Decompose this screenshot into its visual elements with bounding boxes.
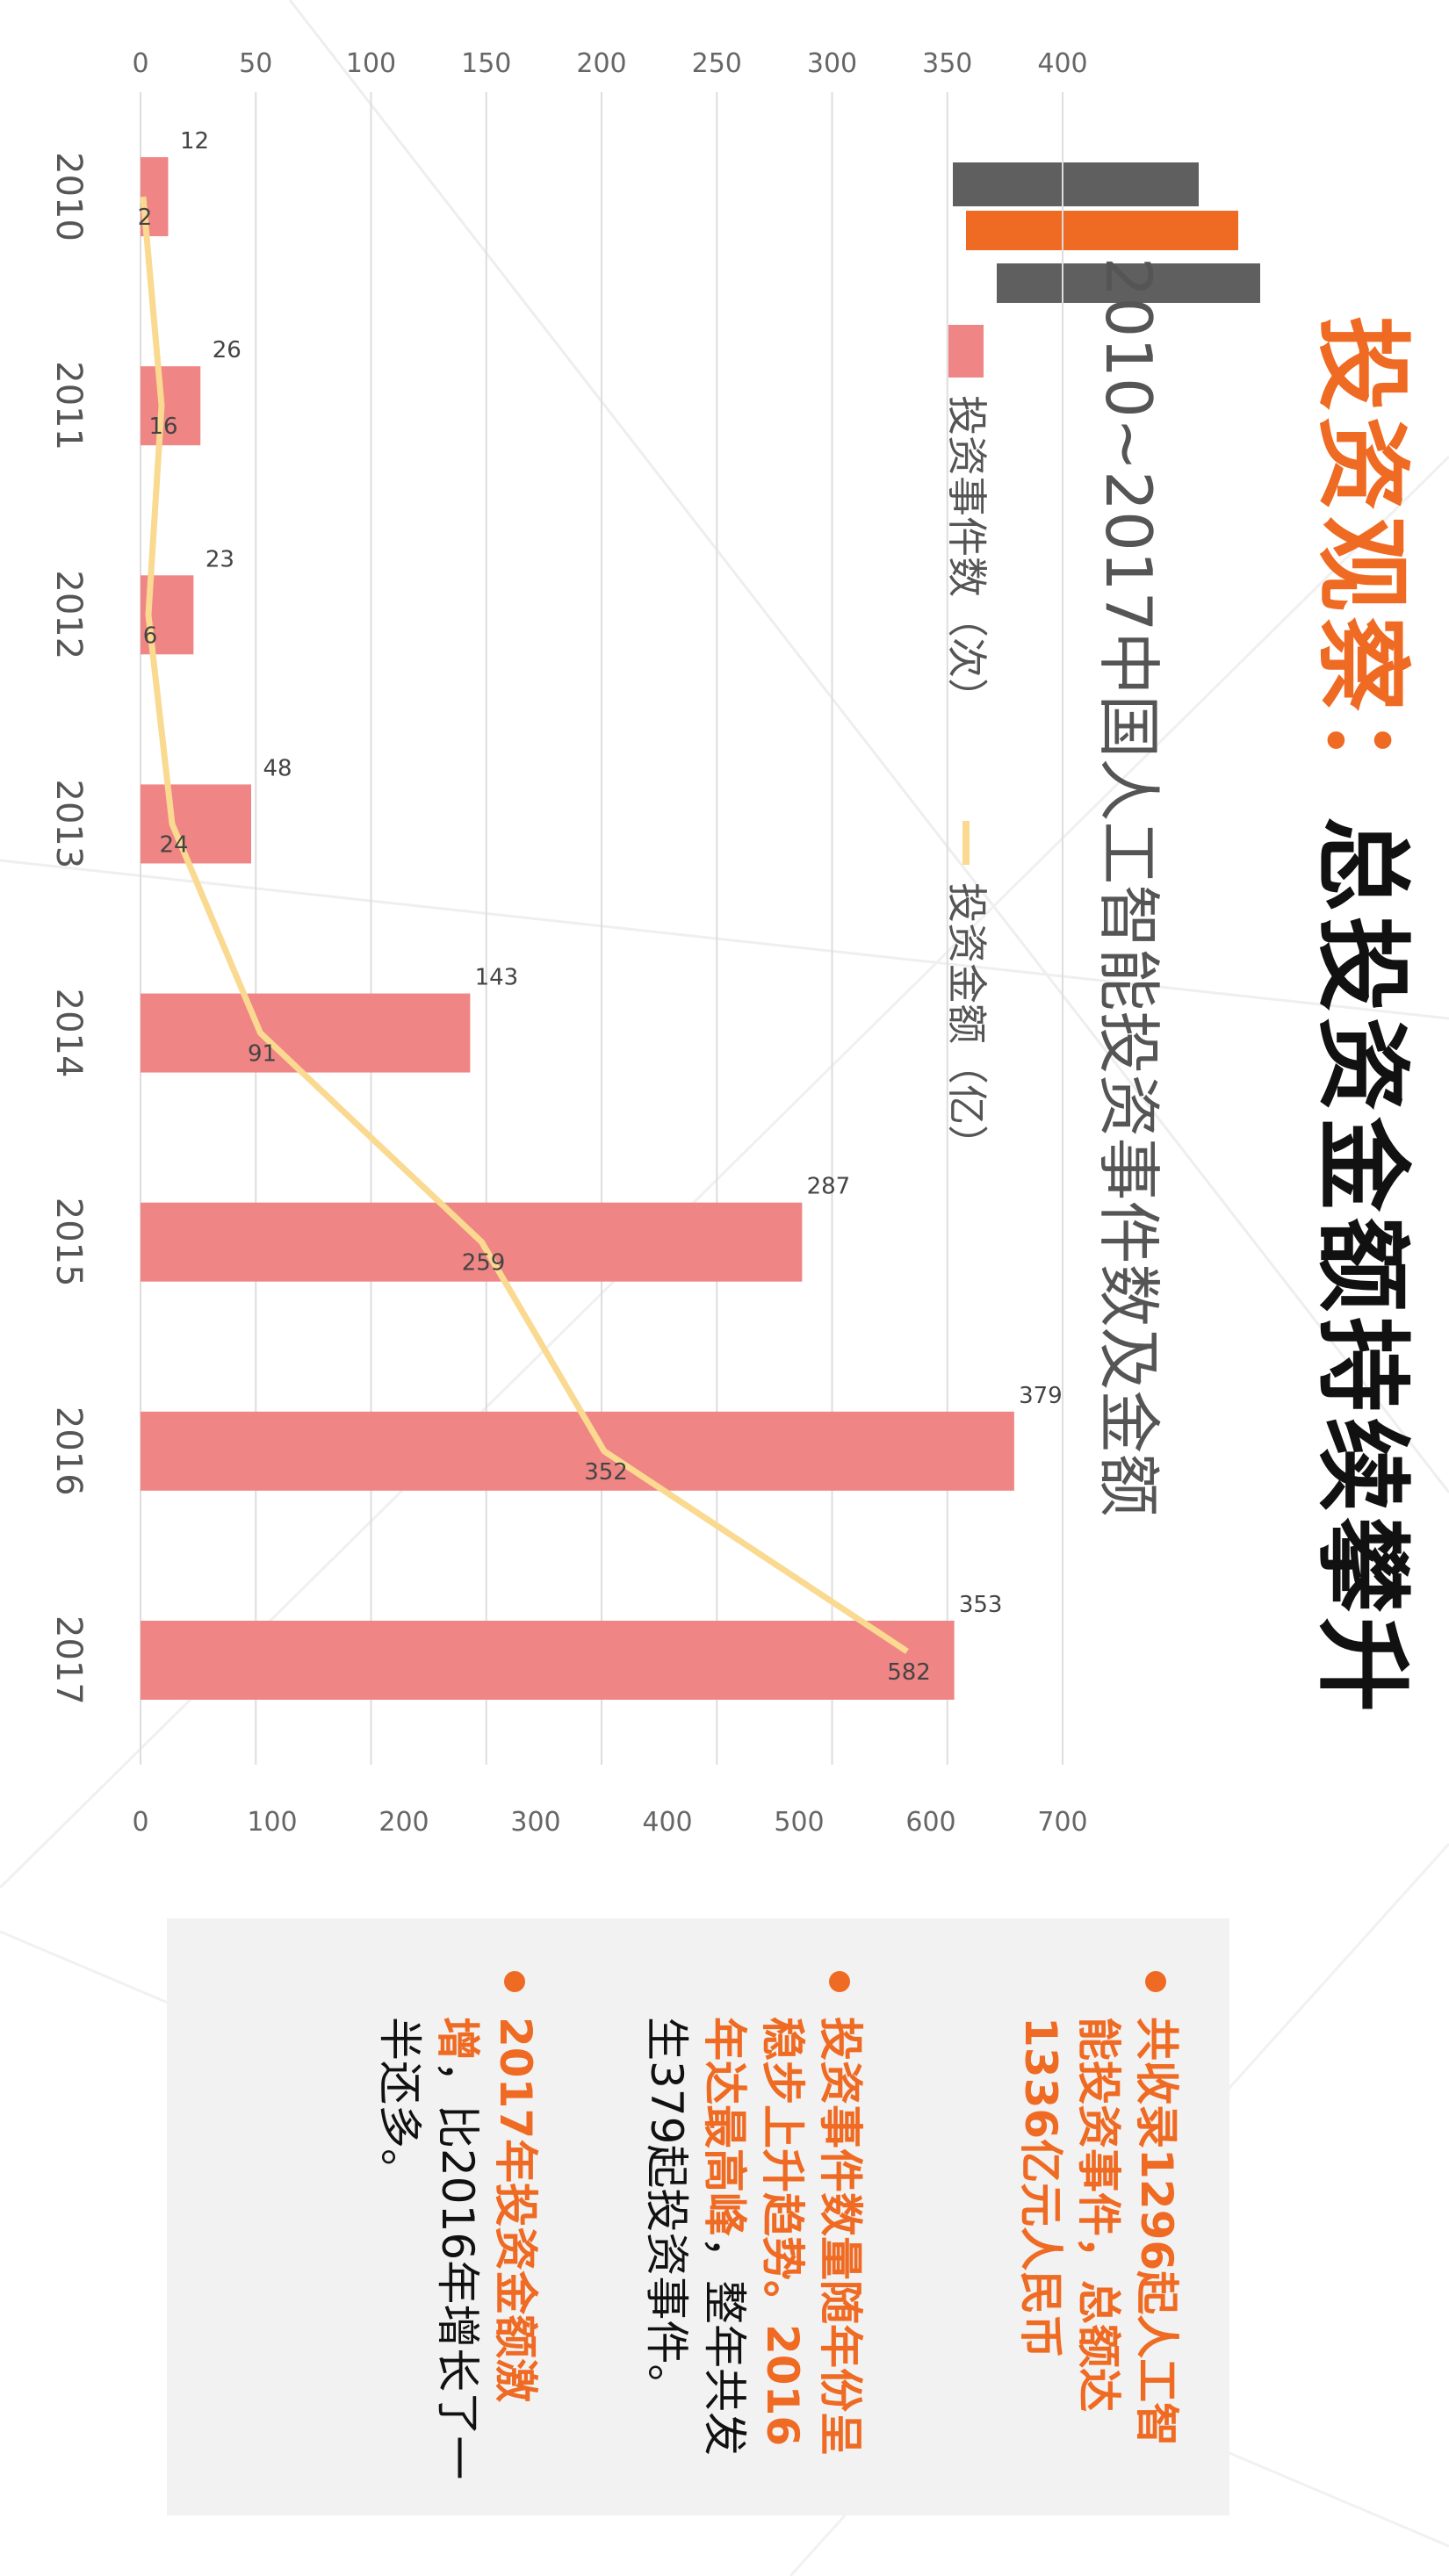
bullet-icon: [504, 1971, 525, 1992]
x-tick-label: 2017: [48, 1615, 89, 1705]
point-1-highlight: 共收录1296起人工智能投资事件，总额达1336亿元人民币: [1015, 2017, 1182, 2447]
line-data-label: 24: [159, 831, 188, 858]
bar: [141, 1620, 955, 1700]
bar-data-label: 48: [263, 755, 292, 781]
bar-data-label: 26: [213, 337, 242, 363]
bar-series: [141, 157, 1014, 1700]
line-data-labels: 2 16 6 24 91 259 352 582: [138, 205, 931, 1686]
summary-point-1: 共收录1296起人工智能投资事件，总额达1336亿元人民币: [1012, 1971, 1186, 2480]
y2-tick-label: 100: [247, 1807, 297, 1838]
series-line: [140, 196, 909, 1654]
line-data-label: 352: [584, 1459, 628, 1486]
y2-tick-label: 300: [510, 1807, 560, 1838]
line-data-label: 16: [148, 414, 177, 440]
bar: [141, 1411, 1014, 1491]
y2-tick-label: 200: [378, 1807, 429, 1838]
line-data-label: 2: [138, 205, 153, 231]
bar: [141, 1202, 803, 1282]
bar-data-label: 287: [807, 1174, 851, 1200]
chart-grid: [140, 92, 1063, 1765]
y-tick-label: 250: [692, 48, 742, 79]
y-tick-label: 400: [1037, 48, 1087, 79]
bar-data-labels: 12 26 23 48 143 287 379 353: [180, 128, 1063, 1618]
y-tick-label: 350: [922, 48, 972, 79]
x-tick-label: 2013: [48, 780, 89, 869]
legend-label-line: 投资金额（亿）: [943, 882, 991, 1165]
x-axis-ticks: 2010 2011 2012 2013 2014 2015 2016 2017: [48, 152, 89, 1705]
bar-data-label: 12: [180, 128, 209, 155]
y2-tick-label: 0: [132, 1807, 148, 1838]
legend-swatch-bars: [948, 325, 984, 378]
y2-tick-label: 700: [1037, 1807, 1087, 1838]
bar-data-label: 143: [475, 965, 519, 991]
line-data-label: 6: [143, 622, 158, 649]
x-tick-label: 2010: [48, 152, 89, 241]
bar: [141, 575, 194, 655]
bar-data-label: 379: [1019, 1383, 1063, 1409]
legend-label-bars: 投资事件数（次）: [943, 395, 991, 718]
bar: [141, 993, 471, 1073]
line-data-label: 91: [248, 1041, 277, 1068]
y-tick-label: 150: [461, 48, 511, 79]
bullet-icon: [1145, 1971, 1166, 1992]
y2-tick-label: 500: [774, 1807, 824, 1838]
point-3-text: ，比2016年增长了一半还多。: [374, 2017, 483, 2480]
summary-point-2: 投资事件数量随年份呈稳步上升趋势。2016年达最高峰，整年共发生379起投资事件…: [638, 1971, 869, 2480]
line-data-label: 582: [887, 1659, 931, 1686]
x-tick-label: 2014: [48, 989, 89, 1078]
x-tick-label: 2012: [48, 570, 89, 659]
y2-tick-label: 400: [642, 1807, 692, 1838]
bar-data-label: 353: [959, 1592, 1003, 1618]
y-axis-ticks: 0 50 100 150 200 250 300 350 400: [132, 48, 1087, 79]
y-tick-label: 200: [576, 48, 626, 79]
bar-data-label: 23: [205, 546, 234, 572]
summary-panel: 共收录1296起人工智能投资事件，总额达1336亿元人民币 投资事件数量随年份呈…: [167, 1918, 1229, 2515]
y2-tick-label: 600: [905, 1807, 955, 1838]
chart-legend: 投资事件数（次） 投资金额（亿）: [943, 325, 991, 1165]
y-tick-label: 300: [807, 48, 857, 79]
y-tick-label: 0: [132, 48, 148, 79]
x-tick-label: 2015: [48, 1198, 89, 1287]
line-series: [140, 196, 909, 1654]
y2-axis-ticks: 0 100 200 300 400 500 600 700: [132, 1807, 1087, 1838]
line-data-label: 259: [462, 1250, 506, 1277]
bar: [141, 784, 251, 864]
chart-title: 2010~2017中国人工智能投资事件数及金额: [1092, 257, 1165, 1517]
bullet-icon: [829, 1971, 850, 1992]
x-tick-label: 2016: [48, 1407, 89, 1496]
y-tick-label: 100: [346, 48, 396, 79]
bar: [141, 366, 201, 446]
y-tick-label: 50: [239, 48, 272, 79]
x-tick-label: 2011: [48, 361, 89, 450]
summary-point-3: 2017年投资金额激增，比2016年增长了一半还多。: [371, 1971, 544, 2480]
